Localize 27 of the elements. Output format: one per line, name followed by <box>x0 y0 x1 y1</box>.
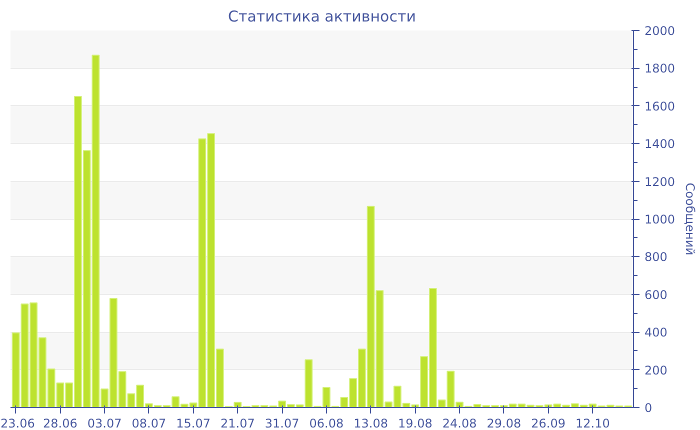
x-tick-label: 21.07 <box>220 416 255 430</box>
y-tick-label: 2000 <box>644 24 676 38</box>
x-tick-label: 31.07 <box>264 416 300 430</box>
y-tick-label: 800 <box>644 250 668 264</box>
y-tick-label: 600 <box>644 288 668 302</box>
y-tick-label: 1000 <box>644 212 676 226</box>
x-tick-label: 13.08 <box>354 416 388 430</box>
y-tick-label: 400 <box>644 326 668 340</box>
y-tick-label: 1800 <box>644 62 676 76</box>
y-tick-label: 0 <box>644 401 652 415</box>
x-tick-label: 26.09 <box>531 416 566 430</box>
y-tick-label: 200 <box>644 363 668 378</box>
x-tick-label: 15.07 <box>176 416 210 430</box>
x-tick-label: 24.08 <box>442 416 477 430</box>
x-tick-label: 06.08 <box>309 416 344 430</box>
x-tick-label: 08.07 <box>132 416 166 430</box>
x-tick-label: 03.07 <box>87 416 122 430</box>
y-axis-title: Сообщений <box>683 182 698 256</box>
y-tick-label: 1400 <box>644 137 676 152</box>
y-tick-label: 1200 <box>644 174 676 189</box>
chart-title: Статистика активности <box>228 8 416 26</box>
y-tick-label: 1600 <box>644 99 676 114</box>
x-tick-label: 23.06 <box>0 416 35 430</box>
x-tick-label: 28.06 <box>43 416 78 430</box>
x-tick-label: 29.08 <box>486 416 522 430</box>
x-tick-label: 12.10 <box>576 416 610 430</box>
x-tick-label: 19.08 <box>398 416 432 430</box>
